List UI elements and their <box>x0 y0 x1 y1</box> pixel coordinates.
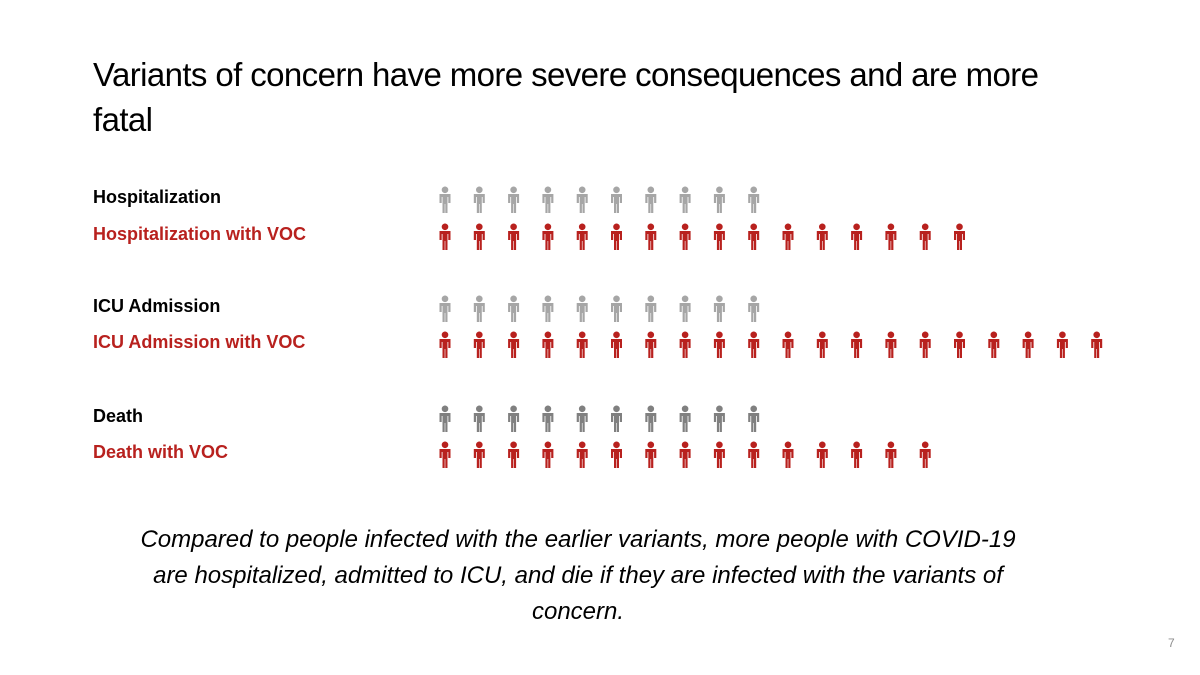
person-icon <box>611 186 622 213</box>
person-icon <box>713 331 725 358</box>
person-icon <box>713 405 725 432</box>
person-icon <box>885 223 897 250</box>
person-icon <box>748 186 760 213</box>
person-icon <box>645 405 657 432</box>
person-icon <box>748 441 760 468</box>
person-icon <box>713 441 725 468</box>
row-label: Death <box>93 406 143 426</box>
person-icon <box>919 331 931 358</box>
person-icon <box>439 186 451 213</box>
person-icon <box>645 295 657 322</box>
person-icon <box>439 295 451 322</box>
person-icon <box>473 405 485 432</box>
person-icon <box>508 405 520 432</box>
person-icon <box>679 441 691 468</box>
person-icon <box>645 186 657 213</box>
person-icon <box>748 405 760 432</box>
person-icon <box>473 186 485 213</box>
person-icon <box>611 295 622 322</box>
person-icon <box>919 223 931 250</box>
person-icon <box>645 331 657 358</box>
person-icon <box>851 331 863 358</box>
person-icon <box>885 331 897 358</box>
person-icon <box>508 223 520 250</box>
person-icon <box>679 331 691 358</box>
person-icon <box>439 441 451 468</box>
person-icon <box>679 186 691 213</box>
person-icon <box>679 223 691 250</box>
person-icon <box>611 223 622 250</box>
person-icon <box>782 441 794 468</box>
person-icon <box>679 295 691 322</box>
person-icon <box>576 186 588 213</box>
person-icon <box>816 441 828 468</box>
person-icon <box>576 405 588 432</box>
person-icon <box>576 223 588 250</box>
person-icon <box>713 186 725 213</box>
person-icon <box>439 405 451 432</box>
person-icon <box>816 331 828 358</box>
person-icon <box>439 223 451 250</box>
person-icon <box>748 295 760 322</box>
row-label: Hospitalization <box>93 187 221 207</box>
person-icon <box>576 441 588 468</box>
person-icon <box>782 331 794 358</box>
person-icon <box>954 331 965 358</box>
person-icon <box>851 223 863 250</box>
person-icon <box>816 223 828 250</box>
person-icon <box>508 441 520 468</box>
person-icon <box>542 331 554 358</box>
slide-title: Variants of concern have more severe con… <box>93 56 1039 138</box>
person-icon <box>611 405 622 432</box>
person-icon <box>988 331 1000 358</box>
person-icon <box>611 441 622 468</box>
person-icon <box>473 295 485 322</box>
row-label: ICU Admission with VOC <box>93 332 305 352</box>
person-icon <box>713 295 725 322</box>
person-icon <box>713 223 725 250</box>
person-icon <box>508 295 520 322</box>
person-icon <box>576 295 588 322</box>
person-icon <box>1022 331 1034 358</box>
person-icon <box>473 441 485 468</box>
page-number: 7 <box>1168 636 1175 650</box>
person-icon <box>439 331 451 358</box>
person-icon <box>576 331 588 358</box>
person-icon <box>748 223 760 250</box>
person-icon <box>508 186 520 213</box>
person-icon <box>748 331 760 358</box>
person-icon <box>679 405 691 432</box>
person-icon <box>885 441 897 468</box>
person-icon <box>611 331 622 358</box>
person-icon <box>542 295 554 322</box>
person-icon <box>1091 331 1103 358</box>
person-icon <box>542 441 554 468</box>
row-label: Death with VOC <box>93 442 228 462</box>
person-icon <box>1056 331 1068 358</box>
person-icon <box>645 223 657 250</box>
person-icon <box>542 223 554 250</box>
row-label: Hospitalization with VOC <box>93 224 306 244</box>
person-icon <box>645 441 657 468</box>
person-icon <box>919 441 931 468</box>
person-icon <box>851 441 863 468</box>
person-icon <box>508 331 520 358</box>
person-icon <box>473 223 485 250</box>
caption: Compared to people infected with the ear… <box>140 526 1016 625</box>
person-icon <box>954 223 965 250</box>
person-icon <box>542 405 554 432</box>
person-icon <box>542 186 554 213</box>
person-icon <box>782 223 794 250</box>
person-icon <box>473 331 485 358</box>
row-label: ICU Admission <box>93 296 220 316</box>
